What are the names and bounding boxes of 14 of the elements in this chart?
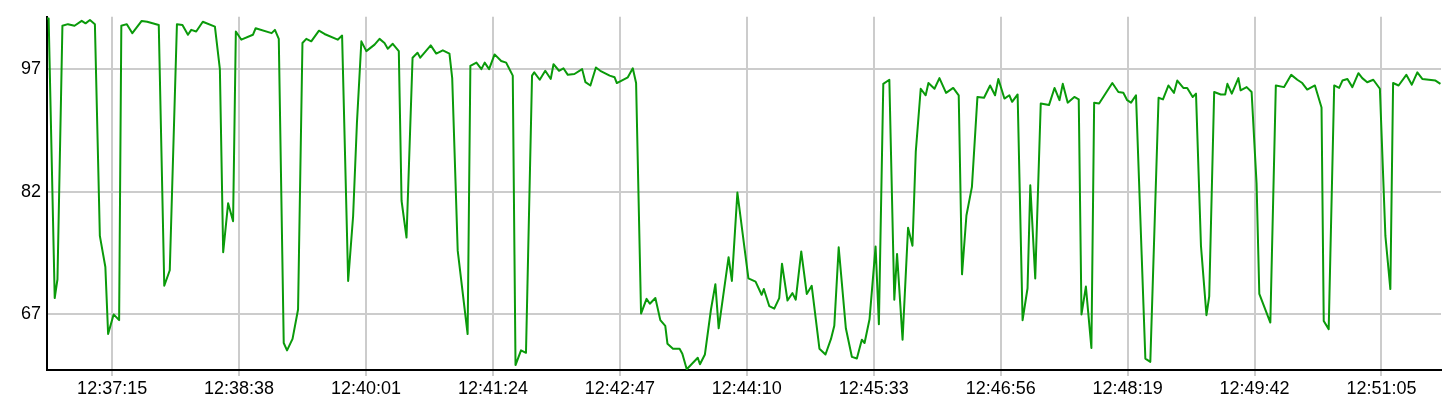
x-tick-label: 12:44:10 — [711, 377, 782, 398]
x-tick-label: 12:45:33 — [838, 377, 909, 398]
x-tick-label: 12:40:01 — [330, 377, 402, 398]
x-tick-label: 12:37:15 — [77, 377, 148, 398]
y-tick-label: 97 — [20, 58, 41, 79]
x-tick-label: 12:48:19 — [1092, 377, 1163, 398]
x-tick-label: 12:41:24 — [457, 377, 528, 398]
y-tick-label: 82 — [20, 180, 41, 201]
y-tick-label: 67 — [20, 303, 41, 324]
x-tick-label: 12:42:47 — [584, 377, 655, 398]
x-tick-label: 12:49:42 — [1219, 377, 1290, 398]
x-tick-label: 12:46:56 — [965, 377, 1036, 398]
x-tick-label: 12:51:05 — [1346, 377, 1417, 398]
x-tick-label: 12:38:38 — [204, 377, 275, 398]
